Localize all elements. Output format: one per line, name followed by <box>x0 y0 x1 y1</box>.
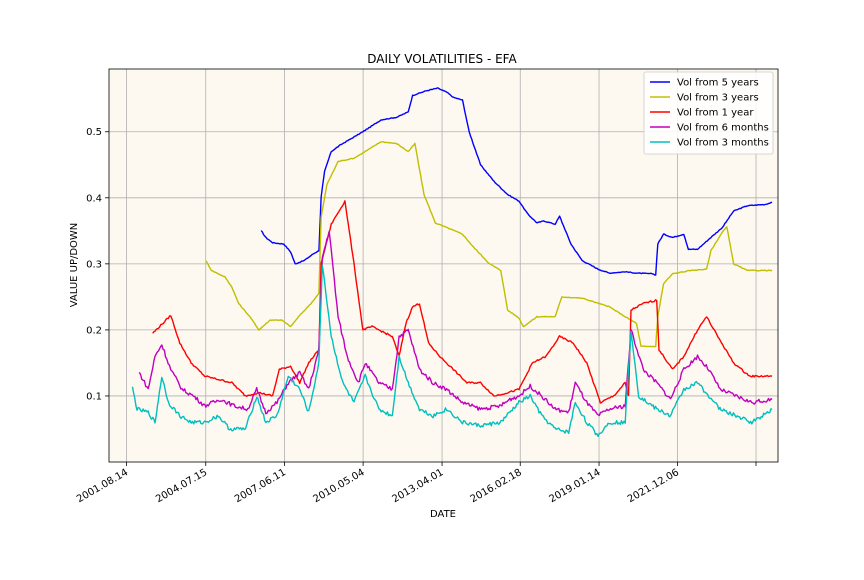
plot-frame <box>108 68 779 463</box>
legend-label: Vol from 3 months <box>677 138 769 149</box>
legend-label: Vol from 3 years <box>677 93 759 104</box>
y-tick-label: 0.5 <box>86 127 102 138</box>
chart-title: DAILY VOLATILITIES - EFA <box>367 52 517 66</box>
x-axis-label: DATE <box>430 509 456 520</box>
series-line <box>131 264 773 438</box>
legend-label: Vol from 1 year <box>677 108 754 119</box>
y-tick-label: 0.2 <box>86 325 102 336</box>
legend-label: Vol from 6 months <box>677 123 769 134</box>
y-axis-label: VALUE UP/DOWN <box>69 223 80 308</box>
y-tick-label: 0.1 <box>86 391 102 402</box>
series-line <box>260 87 773 276</box>
y-tick-label: 0.4 <box>86 193 102 204</box>
series-line <box>152 200 773 404</box>
legend-box <box>643 71 774 155</box>
legend-label: Vol from 5 years <box>677 78 759 89</box>
series-line <box>138 230 773 417</box>
series-line <box>205 141 773 348</box>
y-tick-label: 0.3 <box>86 259 102 270</box>
